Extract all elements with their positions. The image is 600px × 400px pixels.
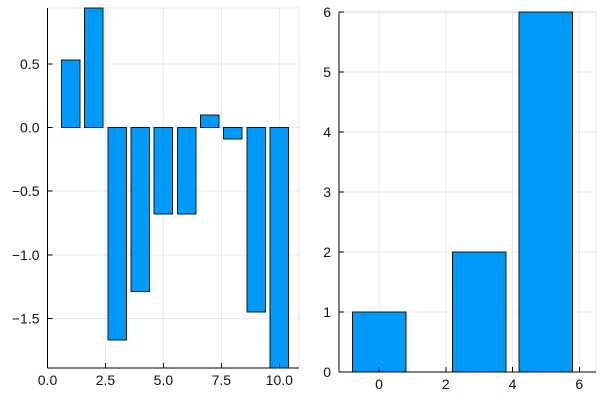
y-tick-label: 6: [323, 4, 331, 20]
y-tick-label: −1.5: [12, 310, 40, 326]
bar: [269, 127, 290, 369]
bar: [84, 7, 104, 129]
bar: [176, 127, 197, 215]
x-tick-label: 2.5: [96, 372, 116, 388]
bar: [107, 127, 127, 341]
bar: [246, 127, 266, 313]
x-tick-label: 0: [375, 376, 383, 392]
y-tick-label: 0: [323, 364, 331, 380]
x-tick-label: 5.0: [154, 372, 174, 388]
bar: [518, 11, 574, 373]
y-tick-label: −0.5: [12, 183, 40, 199]
left-bar-chart: 0.0 2.5 5.0 7.5 10.0 0.5 0.0 −0.5 −1.0 −1.5: [12, 7, 300, 388]
x-tick-label: 2: [442, 376, 450, 392]
bar: [153, 127, 174, 215]
y-tick-label: 5: [323, 64, 331, 80]
bar: [451, 251, 507, 373]
bar: [199, 114, 220, 129]
y-tick-label: 1: [323, 304, 331, 320]
y-tick-label: 0.5: [20, 56, 40, 72]
bar: [60, 59, 81, 129]
bar: [130, 127, 150, 293]
y-tick-label: −1.0: [12, 247, 40, 263]
x-tick-label: 6: [575, 376, 583, 392]
bar: [223, 127, 243, 140]
y-tick-label: 4: [323, 124, 331, 140]
y-tick-label: 0.0: [20, 120, 40, 136]
y-tick-label: 3: [323, 184, 331, 200]
x-tick-label: 7.5: [212, 372, 232, 388]
bar: [351, 311, 407, 373]
x-tick-label: 10.0: [266, 372, 293, 388]
y-tick-label: 2: [323, 244, 331, 260]
x-tick-label: 0.0: [38, 372, 58, 388]
x-tick-label: 4: [509, 376, 517, 392]
right-bar-chart: 0 2 4 6 0 1 2 3 4 5 6: [323, 4, 597, 392]
